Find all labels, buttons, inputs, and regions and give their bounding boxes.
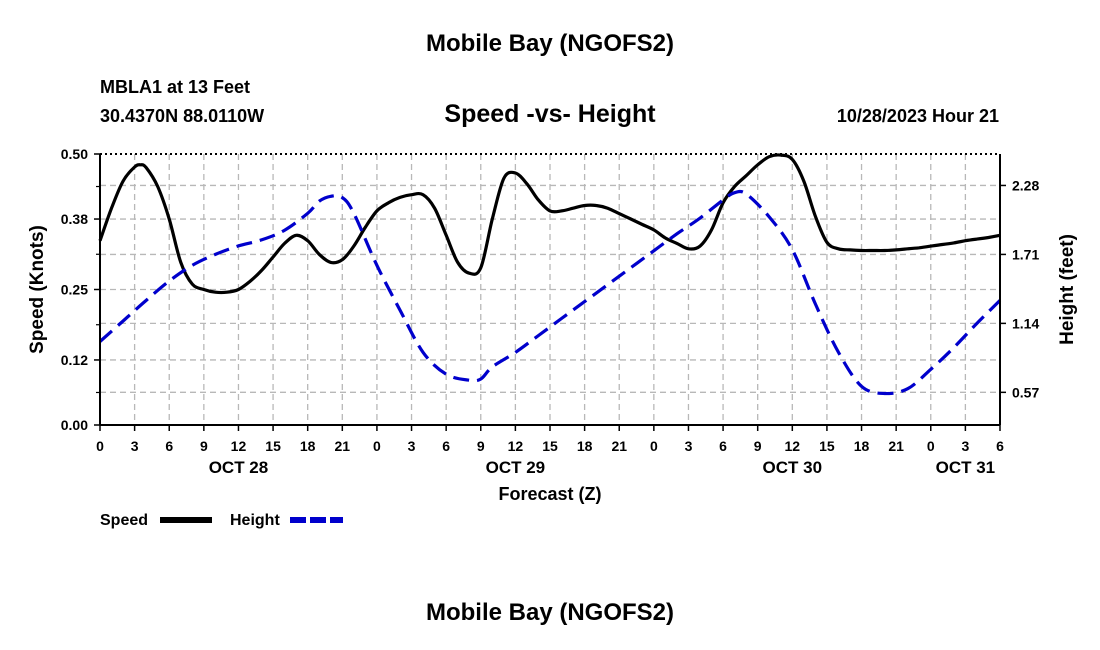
x-date-label: OCT 29	[486, 458, 546, 477]
axes: 0 3 6 9 12 15 18 21 0 3 6 9 12 15 18 21 0 3 6 9 12 15 18 21 0 3 6O…	[27, 146, 1078, 504]
x-date-label: OCT 28	[209, 458, 269, 477]
series-line-height	[98, 189, 1002, 396]
y2-axis-title: Height (feet)	[1057, 234, 1078, 345]
x-tick-label: 9	[754, 438, 762, 454]
x-tick-label: 6	[442, 438, 450, 454]
y-tick-label: 0.38	[61, 211, 88, 227]
y-tick-label: 0.25	[61, 282, 88, 298]
y-tick-label: 0.00	[61, 417, 88, 433]
legend-label-height: Height	[230, 512, 280, 529]
station-coordinates: 30.4370N 88.0110W	[100, 106, 265, 126]
chart-title: Mobile Bay (NGOFS2)	[425, 30, 675, 57]
series-lines	[98, 153, 1002, 396]
x-tick-label: 6	[996, 438, 1004, 454]
y2-tick-label: 1.71	[1012, 246, 1039, 262]
x-tick-label: 15	[265, 438, 281, 454]
x-date-label: OCT 31	[936, 458, 996, 477]
legend: Speed Height	[100, 512, 343, 529]
x-tick-label: 0	[96, 438, 104, 454]
x-tick-label: 18	[577, 438, 593, 454]
y-tick-label: 0.12	[61, 352, 88, 368]
x-tick-label: 15	[542, 438, 558, 454]
x-tick-label: 18	[854, 438, 870, 454]
x-tick-label: 6	[719, 438, 727, 454]
y-tick-label: 0.50	[61, 146, 88, 162]
y2-tick-label: 1.14	[1012, 315, 1039, 331]
legend-label-speed: Speed	[100, 512, 148, 529]
x-tick-label: 21	[611, 438, 627, 454]
x-tick-label: 9	[200, 438, 208, 454]
x-tick-label: 0	[373, 438, 381, 454]
chart-subtitle: Speed -vs- Height	[444, 100, 656, 128]
x-tick-label: 0	[927, 438, 935, 454]
forecast-timestamp: 10/28/2023 Hour 21	[836, 106, 999, 126]
x-tick-label: 3	[961, 438, 969, 454]
y2-tick-label: 0.57	[1012, 384, 1039, 400]
x-tick-label: 18	[300, 438, 316, 454]
series-line-speed	[98, 153, 1001, 295]
y2-tick-label: 2.28	[1012, 177, 1039, 193]
x-tick-label: 12	[785, 438, 801, 454]
x-tick-label: 15	[819, 438, 835, 454]
x-tick-label: 6	[165, 438, 173, 454]
speed-height-chart: 0 3 6 9 12 15 18 21 0 3 6 9 12 15 18 21 0 3 6 9 12 15 18 21 0 3 6O…	[27, 146, 1078, 529]
x-tick-label: 12	[231, 438, 247, 454]
x-tick-label: 3	[685, 438, 693, 454]
x-tick-label: 21	[335, 438, 351, 454]
x-tick-label: 3	[131, 438, 139, 454]
x-axis-title: Forecast (Z)	[498, 484, 601, 504]
y-axis-title: Speed (Knots)	[27, 225, 48, 354]
x-tick-label: 0	[650, 438, 658, 454]
x-tick-label: 9	[477, 438, 485, 454]
x-tick-label: 12	[508, 438, 524, 454]
x-date-label: OCT 30	[763, 458, 823, 477]
x-tick-label: 3	[408, 438, 416, 454]
footer-title: Mobile Bay (NGOFS2)	[425, 599, 675, 626]
x-tick-label: 21	[888, 438, 904, 454]
station-label: MBLA1 at 13 Feet	[100, 77, 251, 97]
